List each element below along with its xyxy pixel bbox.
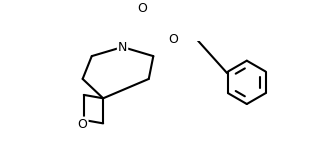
Text: O: O <box>168 33 178 46</box>
Text: O: O <box>78 118 88 131</box>
Text: N: N <box>118 41 127 54</box>
Text: O: O <box>137 2 147 15</box>
